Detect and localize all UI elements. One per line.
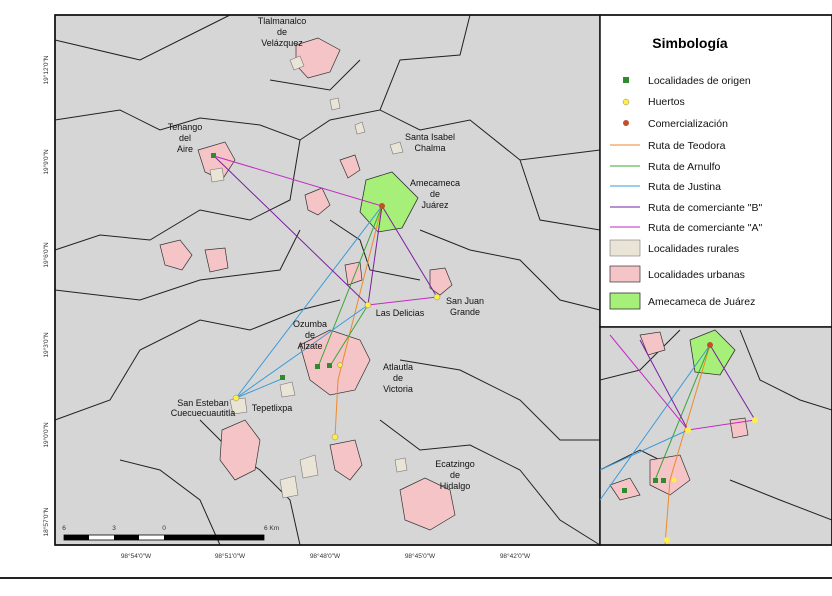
lat-label: 19°6'0"N [42,242,50,268]
legend-label: Ruta de Justina [648,181,721,193]
lon-label: 98°51'0"W [215,552,246,560]
legend-label: Comercialización [648,118,728,130]
scale-label: 0 [162,525,166,532]
place-label: Tlalmanalco de Velázquez [258,16,307,48]
legend-label: Localidades urbanas [648,269,745,281]
place-label: San Esteban Cuecuecuautitla [171,398,236,418]
legend-label: Localidades rurales [648,243,739,255]
lat-label: 19°0'0"N [42,422,50,448]
main-map [54,14,601,546]
place-label: Atlautla de Victoria [383,362,413,394]
place-label: Tenango del Aire [168,122,203,154]
legend-label: Amecameca de Juárez [648,296,755,308]
legend: Simbología Localidades de origen Huertos… [599,14,832,328]
place-labels: Tlalmanalco de Velázquez Tenango del Aire Sa… [168,16,484,491]
frame [54,14,832,546]
lon-label: 98°45'0"W [405,552,436,560]
lon-label: 98°42'0"W [500,552,531,560]
scale-label: 3 [112,525,116,532]
bottom-band [0,578,832,591]
lon-label: 98°54'0"W [121,552,152,560]
coordinate-labels: 19°12'0"N 19°9'0"N 19°6'0"N 19°3'0"N 19°… [42,55,531,560]
scale-label: 6 [62,525,66,532]
place-label: Amecameca de Juárez [410,178,460,210]
legend-label: Ruta de Teodora [648,140,726,152]
inset-map [599,326,832,546]
place-label: Ozumba de Alzate [293,319,327,351]
legend-label: Huertos [648,96,685,108]
lat-label: 19°3'0"N [42,332,50,358]
lat-label: 18°57'0"N [42,507,50,536]
scale-bar: 6 3 0 6 Km [62,525,279,541]
place-label: Santa Isabel Chalma [405,132,455,153]
legend-label: Ruta de comerciante "B" [648,202,763,214]
legend-label: Ruta de Arnulfo [648,161,721,173]
lat-label: 19°9'0"N [42,149,50,175]
legend-label: Ruta de comerciante "A" [648,222,763,234]
place-label: San Juan Grande [446,296,484,317]
place-label: Tepetlixpa [252,403,293,413]
place-label: Las Delicias [376,308,425,318]
place-label: Ecatzingo de Hidalgo [435,459,475,491]
legend-label: Localidades de origen [648,75,751,87]
lat-label: 19°12'0"N [42,55,50,84]
lon-label: 98°48'0"W [310,552,341,560]
scale-label: 6 Km [264,525,279,532]
legend-title: Simbología [652,35,728,51]
